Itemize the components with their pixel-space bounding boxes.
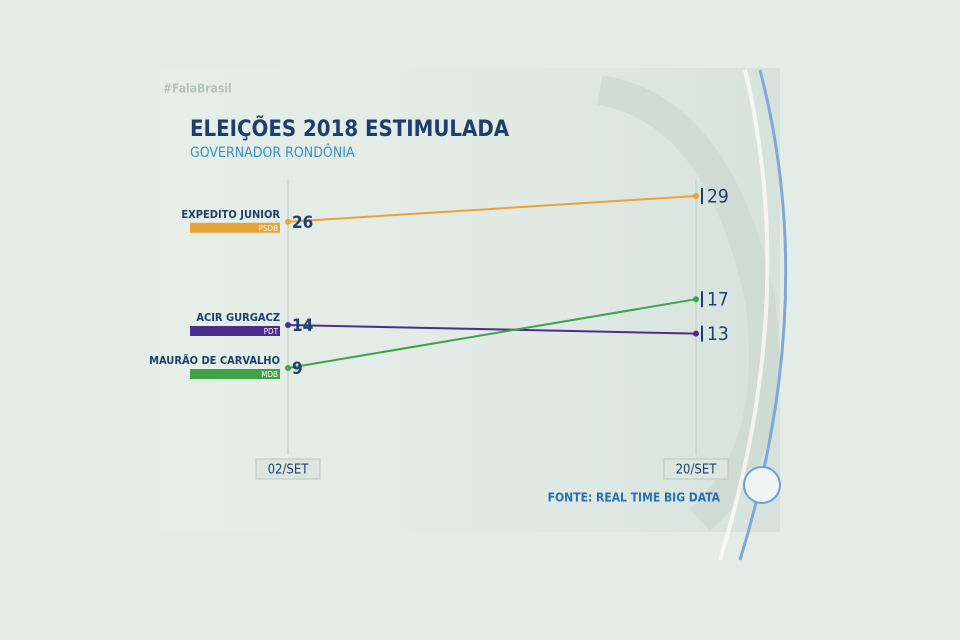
watermark: #FalaBrasil [163,82,232,96]
logo [743,466,781,504]
legend-bar [190,222,280,233]
x-tick-label: 20/SET [676,463,718,478]
value-label: 17 [707,289,729,311]
point [285,365,291,371]
legend-bar [190,326,280,336]
chart-subtitle: GOVERNADOR RONDÔNIA [190,143,355,161]
value-label: 14 [292,316,313,336]
legend-bar [190,369,280,379]
series-line [287,324,697,335]
point [285,322,291,328]
x-tick-label: 02/SET [268,463,310,478]
x-label-box [255,458,321,480]
series-line [287,298,697,369]
decor-curve [597,75,779,532]
legend-name: MAURÃO DE CARVALHO [149,354,280,367]
legend-name: ACIR GURGACZ [196,311,280,324]
point [693,330,699,337]
point [693,193,699,199]
value-label: 26 [292,213,313,233]
value-label: 29 [707,186,729,208]
chart-title: ELEIÇÕES 2018 ESTIMULADA [190,116,510,142]
legend-party: PSDB [259,224,278,233]
point [285,218,291,225]
x-label-box [663,458,729,480]
legend-party: PDT [264,327,279,336]
source: FONTE: REAL TIME BIG DATA [548,491,721,505]
value-label: 13 [707,323,729,345]
point [693,296,699,303]
value-label: 9 [292,359,303,379]
legend-party: MDB [261,370,278,379]
legend-name: EXPEDITO JUNIOR [181,208,280,221]
series-line [287,195,697,223]
decor-curve [718,69,770,561]
